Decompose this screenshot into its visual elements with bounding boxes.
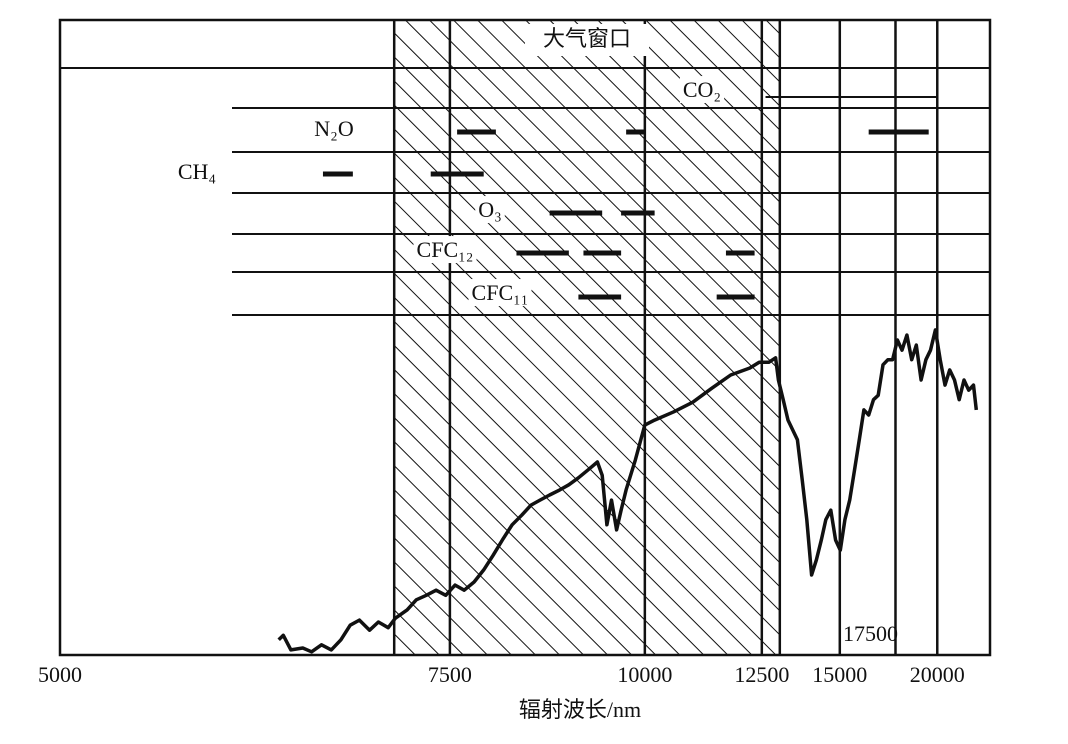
gas-label-bg [311,115,357,143]
grid-layer [392,20,939,655]
gas-label-bg [679,76,725,104]
spectrum-line [277,328,979,654]
curve-layer [277,328,979,654]
plot-frame [58,18,992,657]
gas-label: O₃ [478,197,502,222]
x-tick-label: 15000 [812,662,867,687]
x-tick-label: 12500 [734,662,789,687]
inner-tick-label: 17500 [843,621,898,646]
text-layer: 大气窗口 5000 7500 10000 12500 15000 20000 17500 CO₂… [38,24,965,687]
x-tick-label: 10000 [617,662,672,687]
atmospheric-window [394,20,780,655]
gas-label-bg [475,196,505,224]
gas-rows [232,96,990,316]
x-tick-label: 7500 [428,662,472,687]
x-axis-label: 辐射波长/nm [519,697,641,722]
gas-label-bg [174,158,220,186]
gas-label-bg [413,236,477,264]
gas-label-bg [468,279,532,307]
window-layer [394,20,780,655]
window-label-bg [525,24,650,56]
window-label: 大气窗口 [543,26,631,51]
x-tick-label: 20000 [910,662,965,687]
gas-label: CFC₁₁ [472,280,529,305]
x-tick-label: 5000 [38,662,82,687]
gas-label: CO₂ [683,77,721,102]
gas-label: CFC₁₂ [417,237,474,262]
gas-label: CH₄ [178,159,216,184]
gas-label: N₂O [314,116,353,141]
